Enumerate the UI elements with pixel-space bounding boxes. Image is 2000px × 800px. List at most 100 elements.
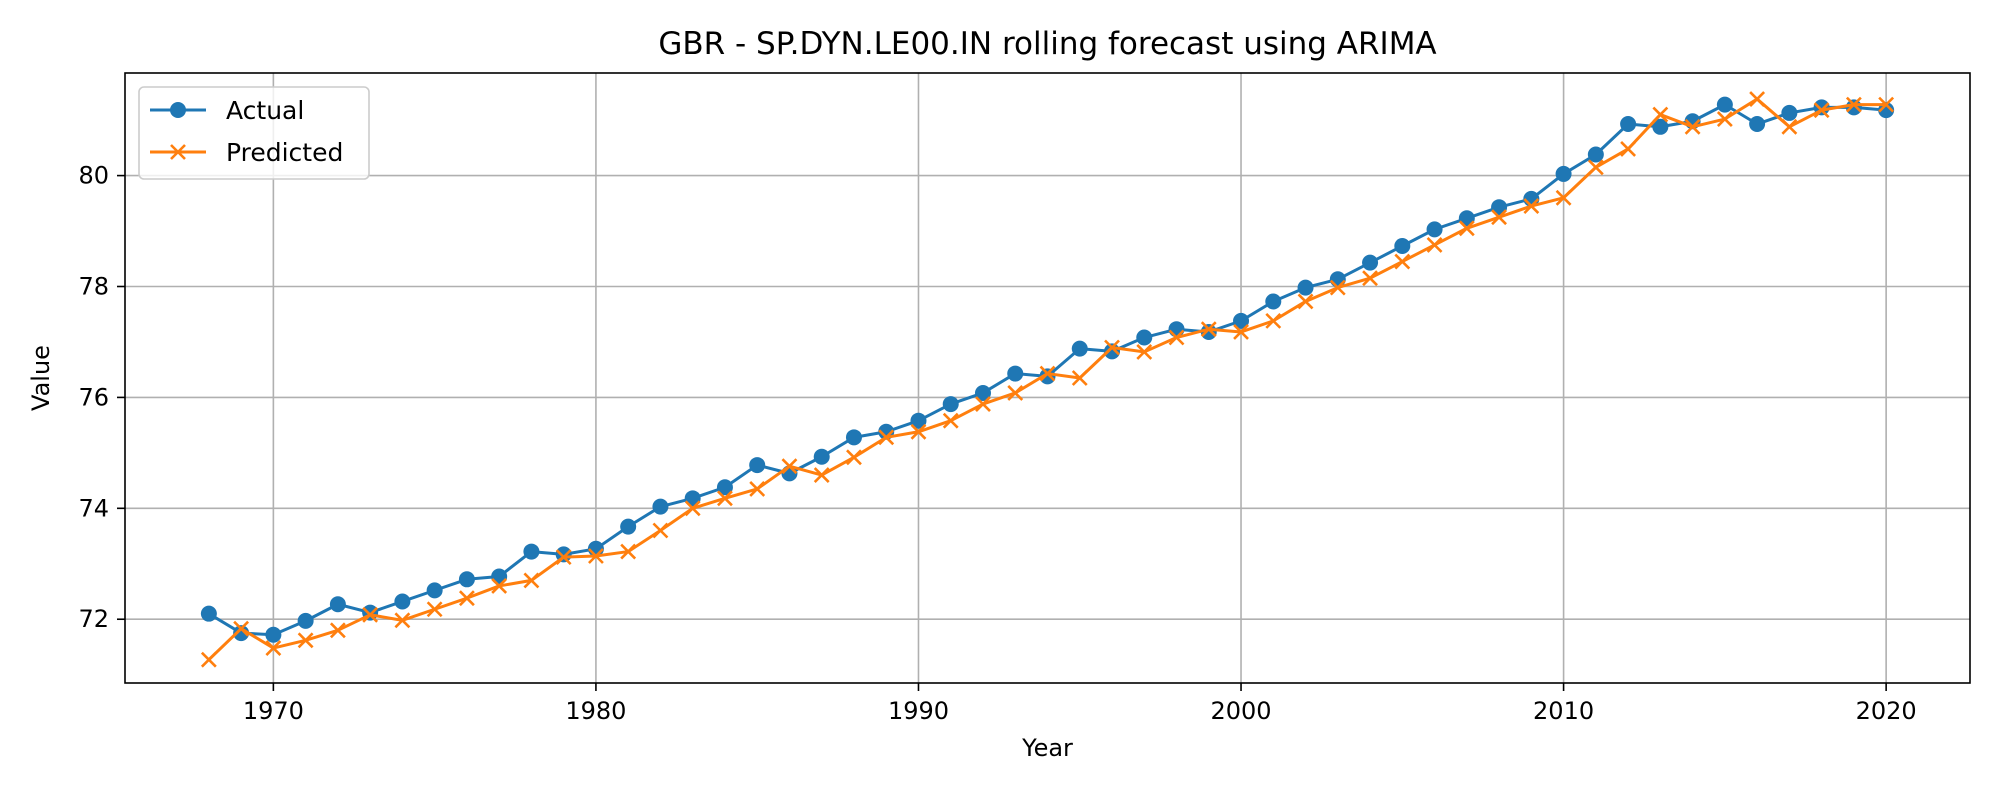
data-point (1426, 236, 1443, 253)
data-point (1491, 199, 1508, 216)
data-point (329, 596, 346, 613)
data-point (458, 571, 475, 588)
data-point (1684, 118, 1701, 135)
data-point (942, 396, 959, 413)
legend-marker (170, 102, 186, 118)
y-tick-label: 74 (78, 494, 109, 522)
legend-marker (170, 144, 186, 160)
data-point (845, 429, 862, 446)
data-point (426, 601, 443, 618)
y-tick-label: 76 (78, 383, 109, 411)
data-point (1845, 99, 1862, 116)
data-point (1781, 104, 1798, 121)
series-layer (200, 91, 1895, 668)
y-tick-label: 80 (78, 162, 109, 190)
x-axis-title: Year (1021, 734, 1073, 762)
data-point (1878, 102, 1895, 119)
data-point (1652, 118, 1669, 135)
data-point (1587, 146, 1604, 163)
data-point (717, 490, 733, 507)
data-point (458, 590, 475, 607)
legend-item-actual: Actual (150, 96, 304, 125)
data-point (1007, 365, 1024, 382)
y-axis-ticks: 72 74 76 78 80 (78, 162, 125, 633)
data-point (200, 605, 217, 622)
data-point (1297, 279, 1314, 296)
data-point (684, 490, 701, 507)
data-point (974, 384, 991, 401)
data-point (1394, 238, 1411, 255)
data-point (555, 549, 572, 566)
data-point (233, 620, 250, 637)
data-point (1136, 329, 1153, 346)
y-axis-title: Value (27, 345, 55, 411)
data-point (975, 396, 991, 412)
legend-label: Predicted (226, 138, 343, 167)
data-point (684, 500, 701, 517)
data-point (1200, 321, 1217, 338)
data-point (813, 448, 830, 465)
x-tick-label: 2020 (1856, 697, 1917, 725)
data-point (588, 548, 604, 564)
data-point (620, 518, 637, 535)
y-tick-label: 72 (78, 605, 109, 633)
data-point (297, 612, 314, 629)
data-point (1587, 159, 1604, 176)
data-point (716, 479, 733, 496)
grid (125, 73, 1970, 683)
data-point (491, 578, 508, 594)
data-point (1555, 165, 1572, 182)
data-point (813, 467, 830, 483)
data-point (329, 622, 346, 639)
x-tick-label: 1980 (565, 697, 626, 725)
x-axis-ticks: 1970 1980 1990 2000 2010 2020 (243, 683, 1917, 725)
data-point (1329, 279, 1346, 296)
data-point (910, 412, 927, 429)
data-point (878, 429, 895, 446)
data-point (426, 582, 443, 599)
data-point (200, 651, 217, 668)
data-point (1039, 365, 1056, 382)
data-point (1491, 209, 1507, 226)
data-point (265, 640, 282, 656)
data-point (910, 423, 927, 440)
data-point (1136, 344, 1153, 360)
data-point (1233, 312, 1250, 329)
legend-label: Actual (226, 96, 304, 125)
y-tick-label: 78 (78, 273, 109, 301)
data-point (1716, 96, 1733, 113)
data-point (1749, 91, 1766, 107)
data-point (394, 612, 411, 629)
data-point (1620, 116, 1637, 133)
data-point (1523, 198, 1540, 215)
data-point (1039, 368, 1056, 385)
data-point (620, 543, 637, 560)
data-point (1781, 118, 1798, 135)
data-point (1813, 102, 1830, 119)
data-point (1394, 253, 1411, 270)
data-point (265, 626, 282, 643)
x-tick-label: 2010 (1533, 697, 1594, 725)
data-point (1265, 312, 1282, 329)
series-predicted (200, 91, 1895, 668)
data-point (1168, 329, 1185, 346)
legend-item-predicted: Predicted (150, 138, 343, 167)
data-point (523, 543, 540, 560)
data-point (1845, 96, 1862, 113)
x-tick-label: 1970 (243, 697, 304, 725)
data-point (1200, 323, 1217, 340)
data-point (781, 458, 798, 475)
data-point (749, 480, 766, 497)
data-point (233, 625, 250, 642)
data-point (394, 593, 411, 610)
data-point (1620, 141, 1637, 157)
plot-area-frame (124, 72, 1971, 684)
data-point (1007, 385, 1024, 401)
data-point (1265, 293, 1282, 310)
data-point (942, 412, 959, 429)
data-point (1652, 106, 1669, 123)
data-point (1426, 221, 1443, 238)
data-point (362, 606, 379, 623)
data-point (1297, 293, 1314, 310)
